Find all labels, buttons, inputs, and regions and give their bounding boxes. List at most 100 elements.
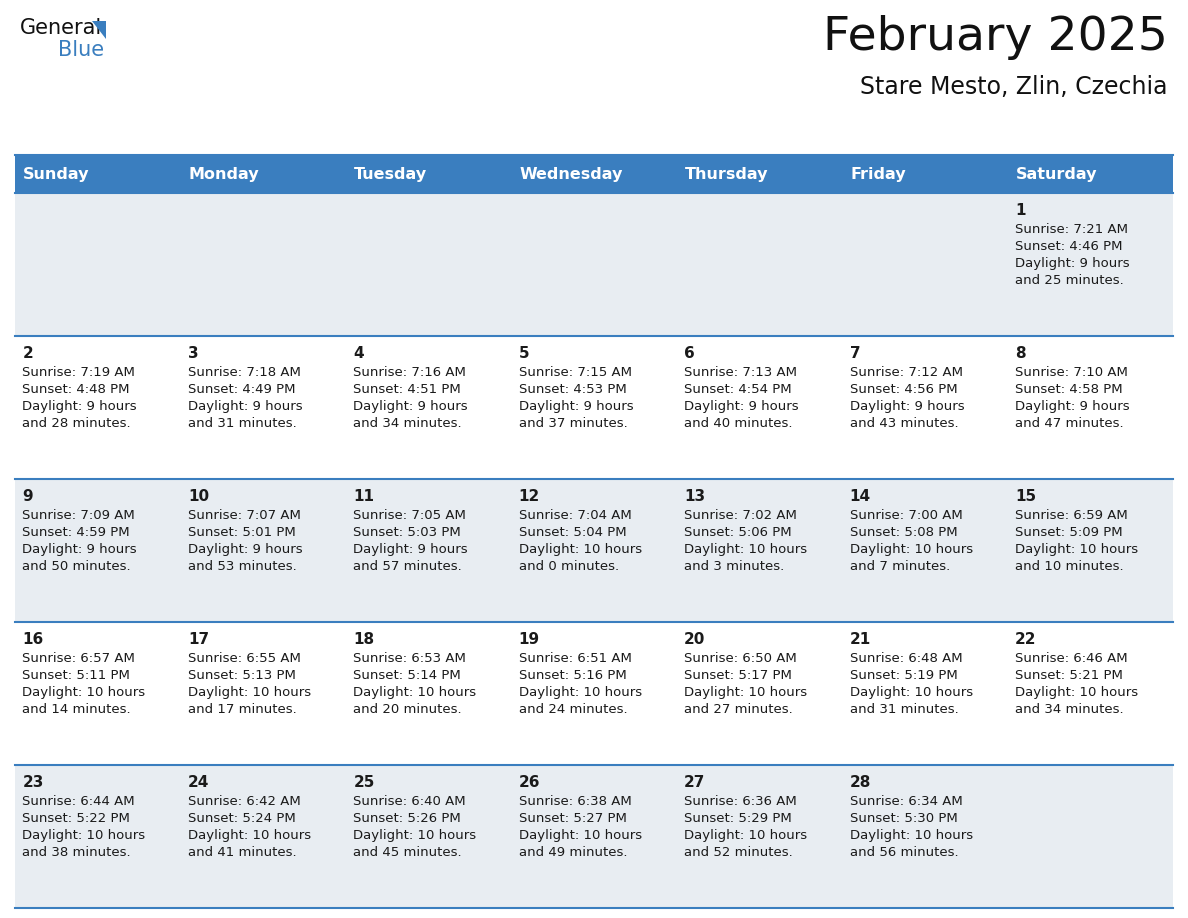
Text: 20: 20 <box>684 632 706 647</box>
Text: Sunset: 4:51 PM: Sunset: 4:51 PM <box>353 383 461 396</box>
Text: 24: 24 <box>188 775 209 790</box>
Bar <box>677 155 842 193</box>
Text: Sunset: 4:56 PM: Sunset: 4:56 PM <box>849 383 958 396</box>
Text: Daylight: 9 hours: Daylight: 9 hours <box>1015 257 1130 270</box>
Text: 17: 17 <box>188 632 209 647</box>
Text: 26: 26 <box>519 775 541 790</box>
Bar <box>842 155 1007 193</box>
Text: Sunrise: 7:19 AM: Sunrise: 7:19 AM <box>23 366 135 379</box>
Text: 9: 9 <box>23 489 33 504</box>
Text: Sunrise: 6:40 AM: Sunrise: 6:40 AM <box>353 795 466 808</box>
Bar <box>1007 155 1173 193</box>
Text: Sunset: 4:59 PM: Sunset: 4:59 PM <box>23 526 129 539</box>
Text: Sunset: 5:04 PM: Sunset: 5:04 PM <box>519 526 626 539</box>
Text: Saturday: Saturday <box>1016 166 1098 182</box>
Text: Daylight: 10 hours: Daylight: 10 hours <box>353 829 476 842</box>
Text: 4: 4 <box>353 346 364 361</box>
Text: and 45 minutes.: and 45 minutes. <box>353 846 462 859</box>
Text: and 43 minutes.: and 43 minutes. <box>849 417 959 430</box>
Text: 7: 7 <box>849 346 860 361</box>
Text: Sunrise: 6:51 AM: Sunrise: 6:51 AM <box>519 652 632 665</box>
Text: and 38 minutes.: and 38 minutes. <box>23 846 131 859</box>
Text: Daylight: 10 hours: Daylight: 10 hours <box>1015 543 1138 556</box>
Text: Sunrise: 7:10 AM: Sunrise: 7:10 AM <box>1015 366 1127 379</box>
Text: Daylight: 9 hours: Daylight: 9 hours <box>353 543 468 556</box>
Text: 19: 19 <box>519 632 539 647</box>
Text: Sunset: 5:06 PM: Sunset: 5:06 PM <box>684 526 791 539</box>
Text: 21: 21 <box>849 632 871 647</box>
Text: Sunset: 5:14 PM: Sunset: 5:14 PM <box>353 669 461 682</box>
Text: Sunrise: 6:59 AM: Sunrise: 6:59 AM <box>1015 509 1127 522</box>
Text: Daylight: 9 hours: Daylight: 9 hours <box>684 400 798 413</box>
Text: General: General <box>20 18 102 38</box>
Text: Sunrise: 6:34 AM: Sunrise: 6:34 AM <box>849 795 962 808</box>
Text: Sunset: 5:08 PM: Sunset: 5:08 PM <box>849 526 958 539</box>
Text: Sunrise: 7:12 AM: Sunrise: 7:12 AM <box>849 366 962 379</box>
Text: and 47 minutes.: and 47 minutes. <box>1015 417 1124 430</box>
Text: and 25 minutes.: and 25 minutes. <box>1015 274 1124 287</box>
Text: Sunrise: 6:55 AM: Sunrise: 6:55 AM <box>188 652 301 665</box>
Text: Sunset: 4:46 PM: Sunset: 4:46 PM <box>1015 240 1123 253</box>
Text: Sunset: 4:58 PM: Sunset: 4:58 PM <box>1015 383 1123 396</box>
Text: and 34 minutes.: and 34 minutes. <box>1015 703 1124 716</box>
Text: Blue: Blue <box>58 40 105 60</box>
Text: Daylight: 10 hours: Daylight: 10 hours <box>188 686 311 699</box>
Text: and 10 minutes.: and 10 minutes. <box>1015 560 1124 573</box>
Text: Daylight: 10 hours: Daylight: 10 hours <box>519 686 642 699</box>
Text: and 17 minutes.: and 17 minutes. <box>188 703 297 716</box>
Text: 5: 5 <box>519 346 530 361</box>
Text: Sunset: 5:19 PM: Sunset: 5:19 PM <box>849 669 958 682</box>
Bar <box>181 155 346 193</box>
Text: Thursday: Thursday <box>685 166 769 182</box>
Text: 28: 28 <box>849 775 871 790</box>
Text: and 0 minutes.: and 0 minutes. <box>519 560 619 573</box>
Text: Stare Mesto, Zlin, Czechia: Stare Mesto, Zlin, Czechia <box>860 75 1168 99</box>
Text: Daylight: 9 hours: Daylight: 9 hours <box>353 400 468 413</box>
Text: 12: 12 <box>519 489 541 504</box>
Text: Sunset: 5:09 PM: Sunset: 5:09 PM <box>1015 526 1123 539</box>
Text: Sunset: 5:26 PM: Sunset: 5:26 PM <box>353 812 461 825</box>
Text: Sunrise: 7:21 AM: Sunrise: 7:21 AM <box>1015 223 1129 236</box>
Text: 1: 1 <box>1015 203 1025 218</box>
Text: Sunrise: 6:42 AM: Sunrise: 6:42 AM <box>188 795 301 808</box>
Text: Sunrise: 6:50 AM: Sunrise: 6:50 AM <box>684 652 797 665</box>
Text: Sunrise: 7:09 AM: Sunrise: 7:09 AM <box>23 509 135 522</box>
Text: Daylight: 9 hours: Daylight: 9 hours <box>519 400 633 413</box>
Text: Sunrise: 7:16 AM: Sunrise: 7:16 AM <box>353 366 466 379</box>
Text: Sunrise: 6:36 AM: Sunrise: 6:36 AM <box>684 795 797 808</box>
Text: Daylight: 10 hours: Daylight: 10 hours <box>23 686 146 699</box>
Text: 10: 10 <box>188 489 209 504</box>
Text: Wednesday: Wednesday <box>519 166 623 182</box>
Text: Sunset: 4:53 PM: Sunset: 4:53 PM <box>519 383 626 396</box>
Text: Sunset: 5:30 PM: Sunset: 5:30 PM <box>849 812 958 825</box>
Text: and 20 minutes.: and 20 minutes. <box>353 703 462 716</box>
Text: and 14 minutes.: and 14 minutes. <box>23 703 131 716</box>
Text: 8: 8 <box>1015 346 1025 361</box>
Text: and 50 minutes.: and 50 minutes. <box>23 560 131 573</box>
Text: Daylight: 10 hours: Daylight: 10 hours <box>849 543 973 556</box>
Text: Sunrise: 7:04 AM: Sunrise: 7:04 AM <box>519 509 632 522</box>
Text: Sunset: 4:48 PM: Sunset: 4:48 PM <box>23 383 129 396</box>
Text: Sunset: 5:11 PM: Sunset: 5:11 PM <box>23 669 131 682</box>
Bar <box>15 622 1173 765</box>
Text: and 31 minutes.: and 31 minutes. <box>849 703 959 716</box>
Text: Friday: Friday <box>851 166 906 182</box>
Polygon shape <box>91 21 106 39</box>
Text: Sunrise: 7:18 AM: Sunrise: 7:18 AM <box>188 366 301 379</box>
Text: and 31 minutes.: and 31 minutes. <box>188 417 297 430</box>
Text: Daylight: 10 hours: Daylight: 10 hours <box>23 829 146 842</box>
Text: 22: 22 <box>1015 632 1036 647</box>
Text: Sunset: 5:03 PM: Sunset: 5:03 PM <box>353 526 461 539</box>
Text: Daylight: 9 hours: Daylight: 9 hours <box>188 543 303 556</box>
Text: and 49 minutes.: and 49 minutes. <box>519 846 627 859</box>
Text: Daylight: 10 hours: Daylight: 10 hours <box>849 686 973 699</box>
Text: Sunrise: 7:00 AM: Sunrise: 7:00 AM <box>849 509 962 522</box>
Text: Daylight: 9 hours: Daylight: 9 hours <box>1015 400 1130 413</box>
Text: Sunrise: 6:57 AM: Sunrise: 6:57 AM <box>23 652 135 665</box>
Bar <box>15 765 1173 908</box>
Text: Sunrise: 6:48 AM: Sunrise: 6:48 AM <box>849 652 962 665</box>
Text: and 7 minutes.: and 7 minutes. <box>849 560 950 573</box>
Text: Daylight: 10 hours: Daylight: 10 hours <box>849 829 973 842</box>
Text: and 41 minutes.: and 41 minutes. <box>188 846 297 859</box>
Text: Sunset: 4:49 PM: Sunset: 4:49 PM <box>188 383 296 396</box>
